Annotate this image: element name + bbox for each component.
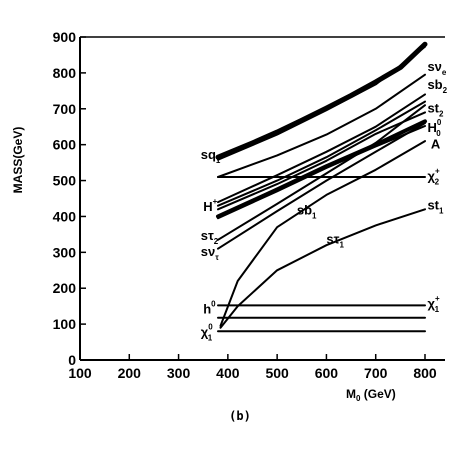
- curve-label-7: h0: [203, 299, 216, 316]
- x-axis-title-main: M: [346, 387, 356, 401]
- x-axis-title-unit: (GeV): [360, 387, 395, 401]
- curve-label-sub: 2: [443, 86, 448, 95]
- curve-label-main: h: [203, 301, 211, 316]
- curve-label-13: A: [431, 136, 441, 151]
- y-tick-label: 800: [53, 65, 77, 81]
- curve-label-1: sq1: [201, 147, 221, 165]
- y-tick-label: 0: [68, 352, 76, 368]
- curve-label-5: sb1: [297, 203, 317, 221]
- y-tick-label: 600: [53, 137, 77, 153]
- x-axis-title: M0 (GeV): [346, 387, 396, 403]
- curve-label-sub: τ: [215, 253, 219, 262]
- curve-label-sup: +: [435, 294, 440, 303]
- curve-label-sub: 1: [339, 240, 344, 249]
- curve-label-main: sb: [427, 77, 442, 92]
- y-tick-label: 400: [53, 208, 77, 224]
- curve-label-12: H0 0: [427, 118, 441, 138]
- figure-caption: (b): [229, 409, 251, 423]
- series-line-12: [219, 140, 426, 327]
- axes: [79, 36, 445, 361]
- curve-label-main: H: [203, 199, 212, 214]
- series-lines: [215, 41, 428, 333]
- curve-label-main: χ: [201, 325, 209, 340]
- series-line-5: [217, 100, 426, 207]
- curve-label-14: χ+ 2: [427, 167, 439, 187]
- curve-label-16: χ+ 1: [427, 294, 439, 314]
- y-tick-label: 500: [53, 173, 77, 189]
- curve-label-10: sb2: [427, 77, 447, 95]
- curve-label-sup: +: [435, 167, 440, 176]
- x-tick-label: 400: [216, 365, 240, 381]
- curve-label-11: st2: [427, 100, 444, 118]
- curve-label-sub: 2: [214, 237, 219, 246]
- series-line-2: [217, 45, 426, 161]
- curve-label-main: sτ: [326, 231, 339, 246]
- curve-label-sub: e: [442, 68, 447, 77]
- series-line-6: [217, 111, 426, 211]
- y-tick-label: 300: [53, 244, 77, 260]
- curve-label-sup: +: [213, 197, 218, 206]
- curve-label-main: χ: [427, 296, 435, 311]
- x-axis-title-sub: 0: [356, 394, 361, 403]
- curve-label-15: st1: [427, 197, 444, 215]
- x-tick-labels: 100 200 300 400 500 600 700 800: [68, 365, 437, 381]
- series-line-10: [217, 122, 426, 250]
- y-tick-labels: 0 100 200 300 400 500 600 700 800 900: [53, 29, 77, 368]
- series-line-13: [219, 208, 426, 329]
- curve-label-main: st: [427, 197, 439, 212]
- curve-label-sub: 1: [312, 212, 317, 221]
- x-tick-label: 600: [315, 365, 339, 381]
- curve-label-6: sτ1: [326, 231, 344, 249]
- series-line-3: [217, 73, 426, 178]
- curve-label-main: A: [431, 136, 441, 151]
- x-tick-label: 300: [167, 365, 191, 381]
- curve-label-sub: 2: [435, 178, 440, 187]
- curve-label-sup: 0: [208, 323, 213, 332]
- tick-marks: [79, 36, 426, 361]
- curve-label-2: H+: [203, 197, 217, 214]
- x-tick-label: 700: [364, 365, 388, 381]
- curve-label-sub: 2: [439, 109, 444, 118]
- curve-label-sub: 0: [436, 129, 441, 138]
- curve-label-sub: 1: [439, 206, 444, 215]
- series-line-7: [216, 119, 427, 219]
- x-tick-label: 800: [413, 365, 437, 381]
- curve-label-sup: 0: [211, 299, 216, 308]
- curve-label-main: sq: [201, 147, 216, 162]
- curve-label-8: χ0 1: [201, 323, 213, 343]
- y-axis-title: MASS(GeV): [11, 127, 25, 194]
- series-line-9: [217, 104, 426, 241]
- curve-label-main: H: [427, 120, 436, 135]
- curve-label-main: sb: [297, 203, 312, 218]
- curve-label-sub: 1: [216, 156, 221, 165]
- series-line-4: [217, 93, 426, 204]
- y-tick-label: 900: [53, 29, 77, 45]
- curve-label-3: sτ2: [201, 228, 219, 246]
- curve-label-9: sνe: [427, 59, 446, 77]
- x-tick-label: 100: [68, 365, 92, 381]
- curve-label-main: χ: [427, 169, 435, 184]
- curve-label-main: sν: [201, 244, 215, 259]
- y-tick-label: 100: [53, 316, 77, 332]
- series-line-8: [217, 125, 426, 220]
- curve-label-main: sν: [427, 59, 441, 74]
- curve-label-sup: 0: [437, 118, 442, 127]
- curve-label-sub: 1: [208, 334, 213, 343]
- x-tick-label: 200: [118, 365, 142, 381]
- x-tick-label: 500: [265, 365, 289, 381]
- y-tick-label: 200: [53, 280, 77, 296]
- y-tick-label: 700: [53, 101, 77, 117]
- curve-label-sub: 1: [435, 305, 440, 314]
- curve-label-4: sντ: [201, 244, 219, 262]
- curve-label-main: sτ: [201, 228, 214, 243]
- curve-label-main: st: [427, 100, 439, 115]
